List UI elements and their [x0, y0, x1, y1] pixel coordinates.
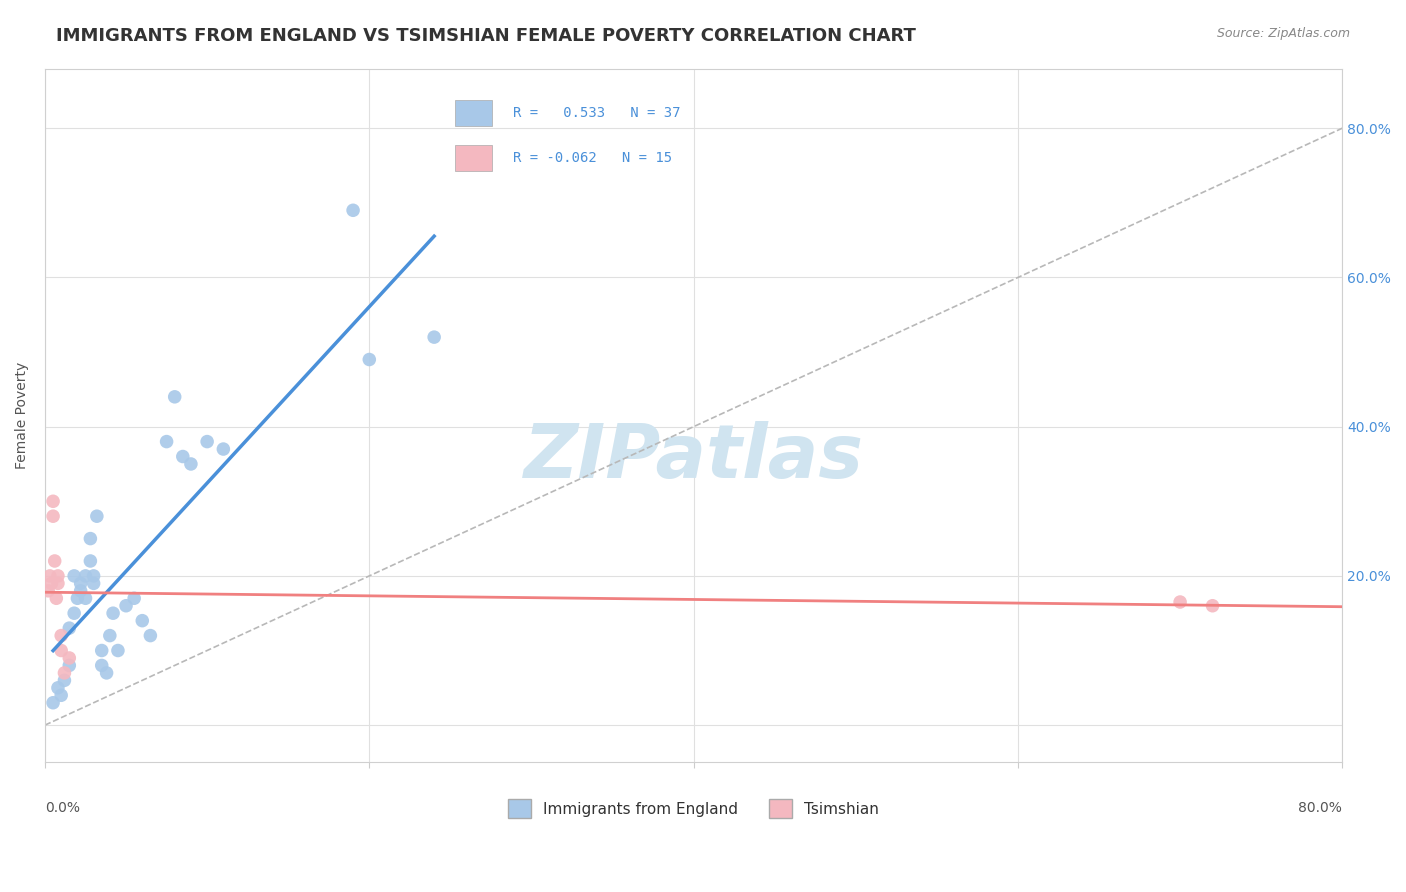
Point	[53, 665, 76, 680]
Point	[42, 509, 65, 524]
Point	[63, 606, 86, 620]
Point	[180, 457, 202, 471]
Point	[359, 352, 381, 367]
Point	[423, 330, 446, 344]
Text: Source: ZipAtlas.com: Source: ZipAtlas.com	[1216, 27, 1350, 40]
Point	[195, 434, 218, 449]
Point	[41, 576, 63, 591]
Y-axis label: Female Poverty: Female Poverty	[15, 362, 30, 469]
Point	[172, 450, 194, 464]
Point	[131, 614, 153, 628]
Point	[101, 606, 124, 620]
Point	[53, 673, 76, 688]
Text: IMMIGRANTS FROM ENGLAND VS TSIMSHIAN FEMALE POVERTY CORRELATION CHART: IMMIGRANTS FROM ENGLAND VS TSIMSHIAN FEM…	[56, 27, 917, 45]
Point	[96, 665, 118, 680]
Text: 0.0%: 0.0%	[45, 801, 80, 815]
Point	[69, 576, 91, 591]
Point	[38, 569, 60, 583]
Point	[46, 576, 69, 591]
Point	[66, 591, 89, 606]
Point	[98, 629, 121, 643]
Point	[46, 569, 69, 583]
Point	[90, 643, 112, 657]
Point	[69, 583, 91, 598]
Text: 80.0%: 80.0%	[1298, 801, 1343, 815]
Point	[58, 621, 80, 635]
Point	[58, 651, 80, 665]
Point	[79, 532, 101, 546]
Point	[342, 203, 364, 218]
Point	[122, 591, 145, 606]
Point	[107, 643, 129, 657]
Point	[86, 509, 108, 524]
Point	[83, 576, 105, 591]
Point	[58, 658, 80, 673]
Point	[163, 390, 186, 404]
Point	[115, 599, 138, 613]
Legend: Immigrants from England, Tsimshian: Immigrants from England, Tsimshian	[502, 793, 886, 824]
Point	[44, 554, 66, 568]
Point	[51, 688, 73, 702]
Point	[83, 569, 105, 583]
Text: ZIPatlas: ZIPatlas	[523, 421, 863, 493]
Point	[42, 696, 65, 710]
Point	[42, 494, 65, 508]
Point	[79, 554, 101, 568]
Point	[1168, 595, 1191, 609]
Point	[75, 569, 97, 583]
Point	[212, 442, 235, 456]
Point	[45, 591, 67, 606]
Point	[51, 629, 73, 643]
Point	[1201, 599, 1223, 613]
Point	[63, 569, 86, 583]
Point	[75, 591, 97, 606]
Point	[139, 629, 162, 643]
Point	[51, 643, 73, 657]
Point	[90, 658, 112, 673]
Point	[155, 434, 177, 449]
Point	[37, 583, 59, 598]
Point	[46, 681, 69, 695]
